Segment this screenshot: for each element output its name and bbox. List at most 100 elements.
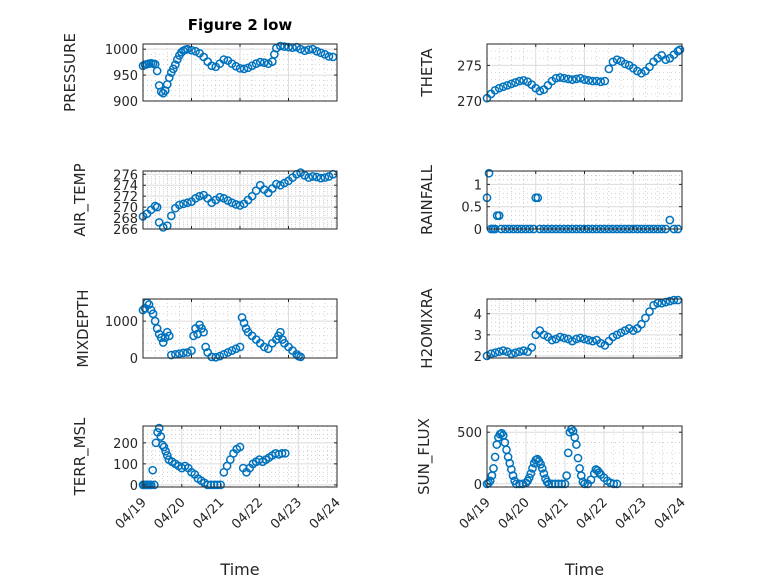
data-point bbox=[515, 347, 524, 357]
data-point bbox=[578, 477, 588, 487]
data-point bbox=[207, 352, 217, 362]
x-tick-label: 04/24 bbox=[307, 495, 344, 532]
y-tick-label: 100 bbox=[113, 458, 138, 473]
data-point bbox=[497, 428, 506, 438]
y-tick-label: 500 bbox=[457, 426, 482, 441]
data-point bbox=[320, 173, 330, 182]
axes-outline bbox=[486, 425, 683, 488]
data-point bbox=[507, 79, 516, 89]
data-point bbox=[237, 313, 247, 322]
y-tick-label: 0 bbox=[130, 479, 138, 494]
data-point bbox=[187, 346, 196, 355]
data-point bbox=[156, 333, 166, 343]
data-point bbox=[300, 46, 310, 56]
data-point bbox=[494, 211, 504, 220]
data-point bbox=[669, 295, 679, 305]
data-point bbox=[562, 471, 571, 480]
data-point bbox=[653, 298, 662, 308]
data-point bbox=[276, 41, 285, 51]
data-point bbox=[296, 352, 305, 362]
x-tick-label: 04/23 bbox=[268, 495, 305, 532]
data-point bbox=[536, 459, 545, 469]
data-point bbox=[219, 55, 229, 64]
data-point bbox=[675, 45, 685, 55]
data-point bbox=[304, 173, 314, 182]
data-point bbox=[604, 64, 614, 74]
x-tick-label: 04/20 bbox=[152, 495, 189, 532]
y-tick-label: 0 bbox=[130, 352, 138, 367]
data-point bbox=[175, 200, 184, 210]
x-tick-label: 04/19 bbox=[113, 495, 150, 532]
data-point bbox=[657, 298, 667, 308]
data-point bbox=[580, 334, 589, 344]
y-tick-label: 200 bbox=[113, 437, 138, 452]
x-axis-label: Time bbox=[564, 560, 604, 579]
data-point bbox=[559, 333, 569, 343]
data-point bbox=[588, 336, 597, 346]
data-point bbox=[152, 66, 162, 76]
data-point bbox=[148, 465, 158, 475]
data-point bbox=[227, 198, 237, 208]
data-point bbox=[508, 471, 518, 480]
y-tick-label: 268 bbox=[113, 212, 138, 227]
data-point bbox=[527, 343, 537, 352]
data-point bbox=[216, 480, 225, 490]
y-axis-label: THETA bbox=[418, 48, 436, 98]
data-point bbox=[164, 331, 174, 341]
data-point bbox=[511, 348, 520, 358]
y-axis-label: AIR_TEMP bbox=[71, 163, 90, 236]
y-tick-label: 1 bbox=[474, 178, 482, 193]
x-tick-label: 04/19 bbox=[457, 495, 494, 532]
data-point bbox=[183, 44, 192, 54]
axes-box bbox=[142, 425, 338, 488]
data-point bbox=[528, 464, 537, 473]
data-point bbox=[489, 464, 498, 473]
data-point bbox=[215, 192, 225, 202]
x-tick-label: 04/21 bbox=[535, 495, 572, 532]
data-point bbox=[498, 346, 508, 355]
data-point bbox=[524, 473, 534, 483]
data-point bbox=[235, 342, 245, 352]
data-point bbox=[526, 469, 536, 478]
data-point bbox=[537, 464, 547, 473]
data-point bbox=[259, 342, 269, 352]
data-point bbox=[494, 83, 504, 93]
data-point bbox=[207, 61, 217, 71]
data-point bbox=[584, 75, 593, 85]
data-point bbox=[227, 346, 237, 355]
data-point bbox=[239, 64, 249, 74]
data-point bbox=[661, 55, 671, 65]
y-tick-label: 275 bbox=[457, 59, 482, 74]
data-point bbox=[146, 480, 156, 490]
y-tick-label: 1000 bbox=[105, 315, 138, 330]
data-point bbox=[645, 307, 654, 316]
data-point bbox=[231, 344, 241, 354]
data-point bbox=[665, 215, 675, 225]
x-tick-label: 04/22 bbox=[574, 495, 611, 532]
data-point bbox=[519, 346, 528, 355]
data-point bbox=[175, 349, 184, 358]
y-tick-label: 276 bbox=[113, 168, 138, 183]
y-tick-label: 3 bbox=[474, 329, 482, 344]
data-point bbox=[563, 448, 573, 458]
y-tick-label: 950 bbox=[113, 69, 138, 84]
data-point bbox=[166, 211, 176, 221]
data-point bbox=[490, 348, 500, 358]
data-point bbox=[572, 334, 581, 344]
x-axis-label: Time bbox=[219, 560, 259, 579]
y-tick-label: 270 bbox=[457, 95, 482, 110]
data-point bbox=[158, 338, 168, 347]
x-tick-label: 04/22 bbox=[229, 495, 266, 532]
subplot-h2omixra: 2 3 4 H2OMIXRA bbox=[418, 288, 683, 369]
data-point bbox=[502, 80, 512, 90]
subplot-rainfall: 0 0.5 1 RAINFALL bbox=[418, 164, 683, 238]
y-tick-label: 272 bbox=[113, 190, 138, 205]
data-point bbox=[563, 74, 573, 84]
data-point bbox=[168, 64, 178, 74]
subplot-theta: 270 275 THETA bbox=[418, 43, 685, 110]
data-point bbox=[170, 60, 180, 70]
data-point bbox=[162, 451, 172, 460]
axes-outline bbox=[142, 425, 338, 488]
x-tick-label: 04/23 bbox=[613, 495, 650, 532]
